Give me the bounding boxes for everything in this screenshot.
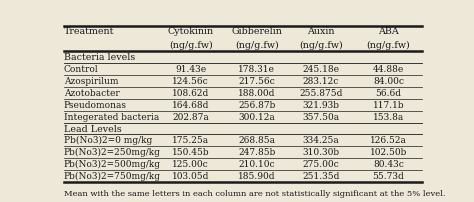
Text: 300.12a: 300.12a bbox=[238, 112, 275, 121]
Text: 80.43c: 80.43c bbox=[373, 159, 404, 168]
Text: 164.68d: 164.68d bbox=[172, 100, 210, 109]
Text: 210.10c: 210.10c bbox=[238, 159, 275, 168]
Text: 91.43e: 91.43e bbox=[175, 64, 206, 73]
Text: 125.00c: 125.00c bbox=[173, 159, 209, 168]
Text: 124.56c: 124.56c bbox=[173, 76, 209, 85]
Text: 268.85a: 268.85a bbox=[238, 135, 275, 144]
Text: Azotobacter: Azotobacter bbox=[64, 88, 119, 97]
Text: 55.73d: 55.73d bbox=[373, 171, 404, 180]
Text: Azospirilum: Azospirilum bbox=[64, 76, 118, 85]
Text: Pb(No3)2=250mg/kg: Pb(No3)2=250mg/kg bbox=[64, 147, 161, 156]
Text: 275.00c: 275.00c bbox=[302, 159, 339, 168]
Text: Mean with the same letters in each column are not statistically significant at t: Mean with the same letters in each colum… bbox=[64, 189, 445, 197]
Text: 202.87a: 202.87a bbox=[173, 112, 209, 121]
Text: (ng/g.fw): (ng/g.fw) bbox=[169, 41, 213, 50]
Text: 310.30b: 310.30b bbox=[302, 147, 339, 156]
Text: 103.05d: 103.05d bbox=[172, 171, 210, 180]
Text: Pb(No3)2=500mg/kg: Pb(No3)2=500mg/kg bbox=[64, 159, 161, 168]
Text: (ng/g.fw): (ng/g.fw) bbox=[299, 41, 343, 50]
Text: (ng/g.fw): (ng/g.fw) bbox=[366, 41, 410, 50]
Text: 150.45b: 150.45b bbox=[172, 147, 210, 156]
Text: ABA: ABA bbox=[378, 27, 399, 36]
Text: Treatment: Treatment bbox=[64, 27, 114, 36]
Text: 255.875d: 255.875d bbox=[299, 88, 343, 97]
Text: Integerated bacteria: Integerated bacteria bbox=[64, 112, 159, 121]
Text: Bacteria levels: Bacteria levels bbox=[64, 53, 135, 62]
Text: 44.88e: 44.88e bbox=[373, 64, 404, 73]
Text: 56.6d: 56.6d bbox=[375, 88, 401, 97]
Text: 283.12c: 283.12c bbox=[302, 76, 339, 85]
Text: 251.35d: 251.35d bbox=[302, 171, 339, 180]
Text: 247.85b: 247.85b bbox=[238, 147, 275, 156]
Text: Pseudomonas: Pseudomonas bbox=[64, 100, 127, 109]
Text: Gibberelin: Gibberelin bbox=[231, 27, 283, 36]
Text: 256.87b: 256.87b bbox=[238, 100, 275, 109]
Text: 321.93b: 321.93b bbox=[302, 100, 339, 109]
Text: 217.56c: 217.56c bbox=[238, 76, 275, 85]
Text: 108.62d: 108.62d bbox=[172, 88, 210, 97]
Text: Auxin: Auxin bbox=[307, 27, 335, 36]
Text: 334.25a: 334.25a bbox=[302, 135, 339, 144]
Text: 84.00c: 84.00c bbox=[373, 76, 404, 85]
Text: 178.31e: 178.31e bbox=[238, 64, 275, 73]
Text: Cytokinin: Cytokinin bbox=[168, 27, 214, 36]
Text: (ng/g.fw): (ng/g.fw) bbox=[235, 41, 279, 50]
Text: 153.8a: 153.8a bbox=[373, 112, 404, 121]
Text: 245.18e: 245.18e bbox=[302, 64, 339, 73]
Text: 175.25a: 175.25a bbox=[172, 135, 210, 144]
Text: Pb(No3)2=750mg/kg: Pb(No3)2=750mg/kg bbox=[64, 171, 161, 180]
Text: Pb(No3)2=0 mg/kg: Pb(No3)2=0 mg/kg bbox=[64, 135, 152, 144]
Text: 117.1b: 117.1b bbox=[373, 100, 404, 109]
Text: 185.90d: 185.90d bbox=[238, 171, 276, 180]
Text: Lead Levels: Lead Levels bbox=[64, 124, 121, 133]
Text: 102.50b: 102.50b bbox=[370, 147, 407, 156]
Text: Control: Control bbox=[64, 64, 98, 73]
Text: 126.52a: 126.52a bbox=[370, 135, 407, 144]
Text: 357.50a: 357.50a bbox=[302, 112, 339, 121]
Text: 188.00d: 188.00d bbox=[238, 88, 275, 97]
